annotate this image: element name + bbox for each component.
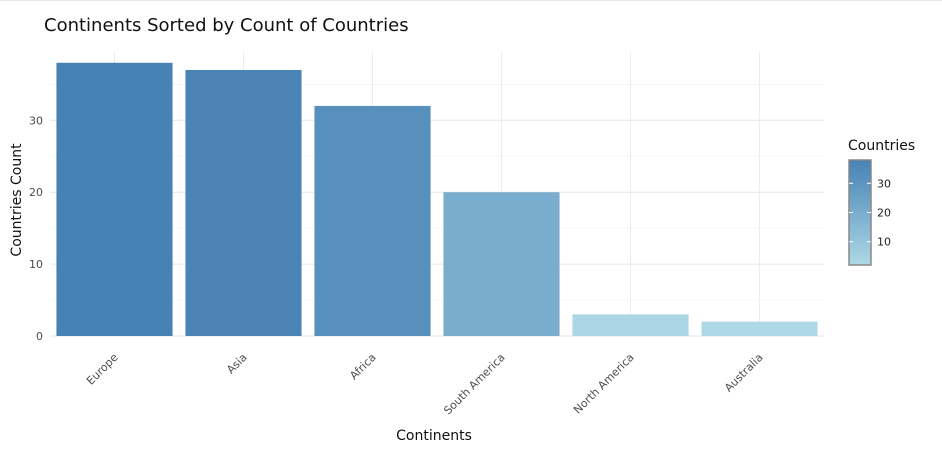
x-tick-label: Asia <box>224 351 250 377</box>
bar-asia <box>185 69 302 337</box>
chart-title: Continents Sorted by Count of Countries <box>44 15 409 36</box>
y-axis-title: Countries Count <box>9 143 25 257</box>
x-axis-title: Continents <box>396 428 472 444</box>
bar-north-america <box>572 314 689 336</box>
y-axis-ticks: 0 10 20 30 <box>29 114 43 343</box>
legend-ticks: 10 20 30 <box>849 177 891 249</box>
x-tick-label: South America <box>441 351 507 417</box>
bars <box>56 62 818 337</box>
legend-tick-label: 20 <box>877 207 891 220</box>
y-tick-label: 30 <box>29 114 43 127</box>
x-tick-label: North America <box>571 351 637 417</box>
bar-south-america <box>443 192 560 336</box>
y-tick-label: 10 <box>29 258 43 271</box>
legend-tick-label: 10 <box>877 236 891 249</box>
x-tick-label: Africa <box>347 351 378 382</box>
y-tick-label: 20 <box>29 186 43 199</box>
bar-africa <box>314 105 431 337</box>
legend-title: Countries <box>848 138 915 154</box>
x-tick-label: Australia <box>722 351 766 395</box>
legend-tick-label: 30 <box>877 177 891 190</box>
x-tick-label: Europe <box>84 351 121 388</box>
y-tick-label: 0 <box>36 330 43 343</box>
x-axis-ticks: Europe Asia Africa South America North Ameri… <box>84 351 766 418</box>
legend: Countries 10 20 30 <box>848 138 915 266</box>
bar-australia <box>701 321 818 336</box>
bar-europe <box>56 62 173 336</box>
